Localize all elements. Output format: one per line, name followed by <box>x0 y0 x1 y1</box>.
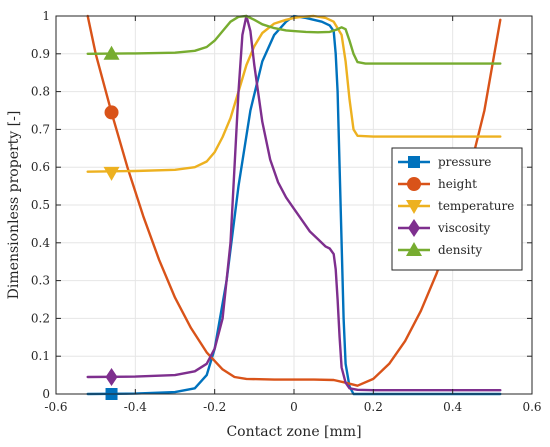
y-tick-label: 0.5 <box>31 198 50 212</box>
series-marker-temperature <box>103 166 120 181</box>
y-tick-label: 0.4 <box>31 236 50 250</box>
y-tick-label: 0.2 <box>31 311 50 325</box>
legend-label-height: height <box>438 177 477 191</box>
y-tick-label: 0.6 <box>31 160 50 174</box>
series-line-temperature <box>86 14 502 173</box>
legend-marker-temperature <box>406 200 422 214</box>
series-line-height <box>86 14 502 387</box>
x-tick-label: -0.4 <box>124 400 148 414</box>
series-layer <box>86 14 502 400</box>
x-tick-label: -0.6 <box>44 400 67 414</box>
x-tick-label: 0.6 <box>522 400 541 414</box>
x-tick-label: -0.2 <box>203 400 226 414</box>
legend-label-viscosity: viscosity <box>437 221 491 235</box>
y-tick-label: 1 <box>42 9 50 23</box>
series-line-density <box>86 14 502 65</box>
series-line-viscosity <box>86 14 502 392</box>
x-tick-label: 0 <box>290 400 298 414</box>
series-marker-density <box>103 45 120 60</box>
x-axis-title: Contact zone [mm] <box>226 424 361 440</box>
legend-marker-height <box>407 177 421 191</box>
y-tick-label: 0.8 <box>31 85 50 99</box>
legend-label-temperature: temperature <box>438 199 514 213</box>
y-tick-label: 0.9 <box>31 47 50 61</box>
legend-marker-density <box>406 242 422 256</box>
y-tick-label: 0.3 <box>31 274 50 288</box>
legend-marker-viscosity <box>408 219 420 237</box>
x-tick-label: 0.4 <box>443 400 462 414</box>
legend-label-pressure: pressure <box>438 155 491 169</box>
y-tick-label: 0.7 <box>31 122 50 136</box>
y-tick-label: 0 <box>42 387 50 401</box>
series-marker-height <box>104 105 119 120</box>
legend-label-density: density <box>438 243 482 257</box>
x-tick-label: 0.2 <box>364 400 383 414</box>
y-axis-title: Dimensionless property [-] <box>6 111 22 300</box>
y-tick-label: 0.1 <box>31 349 50 363</box>
tick-layer: -0.6 -0.4 -0.2 0 0.2 0.4 0.6 0 0.1 0.2 0.3 0.4 0.5 0.… <box>31 9 542 414</box>
series-marker-viscosity <box>105 367 118 386</box>
legend: pressure height temperature viscosity densit… <box>391 147 523 271</box>
legend-marker-pressure <box>408 156 420 168</box>
series-line-pressure <box>86 14 502 396</box>
